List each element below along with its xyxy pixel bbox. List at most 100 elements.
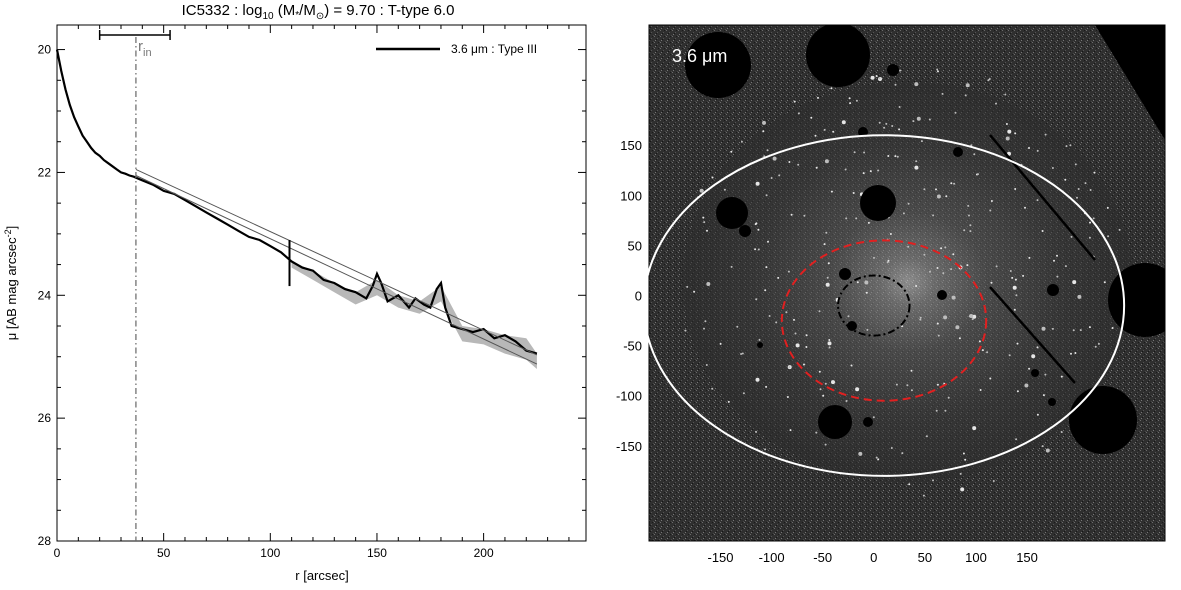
star: [762, 130, 765, 133]
image-y-tick-label: 50: [628, 238, 642, 253]
star: [952, 253, 955, 256]
star: [989, 377, 992, 380]
star: [923, 253, 926, 256]
star: [1044, 373, 1047, 376]
star: [767, 240, 769, 243]
image-x-axis-ticks: -150 -100 -50 0 50 100 150: [708, 550, 1038, 565]
star: [1041, 326, 1046, 331]
r-in-label: rin: [138, 38, 152, 59]
star: [856, 281, 859, 284]
star: [950, 182, 953, 185]
star: [878, 77, 881, 80]
star: [858, 451, 863, 456]
star: [919, 318, 922, 321]
star: [702, 216, 705, 219]
star: [794, 332, 797, 335]
plot-title: IC5332 : log10 (M*/M⊙) = 9.70 : T-type 6…: [182, 2, 455, 22]
fit-line-1: [135, 175, 538, 365]
r-in-annotation: rin: [98, 30, 171, 59]
star: [978, 340, 981, 343]
star: [923, 188, 926, 191]
star: [824, 443, 827, 446]
star: [912, 120, 915, 123]
star: [864, 280, 869, 285]
star: [825, 282, 830, 287]
star: [955, 325, 960, 330]
star: [778, 174, 781, 177]
star: [1009, 270, 1012, 272]
star: [899, 69, 902, 72]
star: [969, 224, 972, 227]
star: [786, 396, 789, 398]
star: [741, 352, 744, 355]
star: [768, 315, 771, 317]
plot-frame: [56, 24, 587, 542]
star: [850, 364, 853, 367]
star: [803, 214, 806, 217]
star: [755, 430, 757, 433]
star: [828, 339, 831, 341]
star: [765, 266, 768, 269]
star: [699, 188, 704, 193]
star: [822, 394, 825, 397]
star: [772, 156, 777, 161]
star: [1088, 236, 1091, 239]
y-tick-label: 20: [38, 43, 52, 57]
star: [964, 94, 967, 97]
star: [757, 248, 760, 251]
star: [896, 155, 899, 158]
star: [915, 285, 918, 287]
star: [797, 112, 800, 115]
star: [890, 447, 893, 449]
star: [815, 166, 818, 169]
star: [967, 204, 970, 207]
star: [764, 448, 767, 451]
image-x-tick-label: 100: [965, 550, 987, 565]
star: [887, 259, 890, 262]
star: [817, 96, 819, 99]
star: [966, 264, 969, 267]
star: [855, 387, 860, 392]
star: [827, 341, 832, 346]
star: [1041, 445, 1044, 448]
star: [736, 325, 739, 328]
star: [730, 150, 733, 153]
image-y-tick-label: 0: [635, 289, 642, 304]
star: [990, 281, 993, 284]
star: [1014, 278, 1017, 281]
star: [727, 400, 730, 403]
star: [885, 122, 888, 125]
star: [1072, 280, 1077, 285]
star: [910, 369, 913, 372]
star: [824, 382, 827, 385]
star: [711, 387, 714, 390]
x-tick-label: 200: [474, 546, 494, 560]
star: [711, 176, 714, 179]
star: [944, 409, 947, 412]
star: [1072, 329, 1075, 332]
star: [990, 200, 993, 202]
star: [706, 229, 708, 232]
star: [995, 102, 997, 105]
star: [906, 384, 909, 387]
star: [1070, 235, 1073, 238]
star: [686, 285, 689, 288]
star: [1005, 123, 1008, 125]
star: [936, 383, 939, 386]
star: [1014, 132, 1017, 135]
star: [765, 194, 768, 197]
star: [824, 159, 829, 164]
star: [1051, 167, 1054, 169]
star: [1007, 129, 1012, 134]
star: [1097, 342, 1100, 345]
star: [907, 245, 910, 248]
legend: 3.6 μm : Type III: [376, 42, 537, 56]
star: [1044, 133, 1047, 136]
star: [818, 370, 821, 373]
star: [986, 351, 989, 354]
star: [865, 291, 868, 294]
star: [932, 479, 934, 482]
star: [789, 429, 792, 432]
star: [758, 338, 761, 341]
star: [965, 83, 970, 88]
